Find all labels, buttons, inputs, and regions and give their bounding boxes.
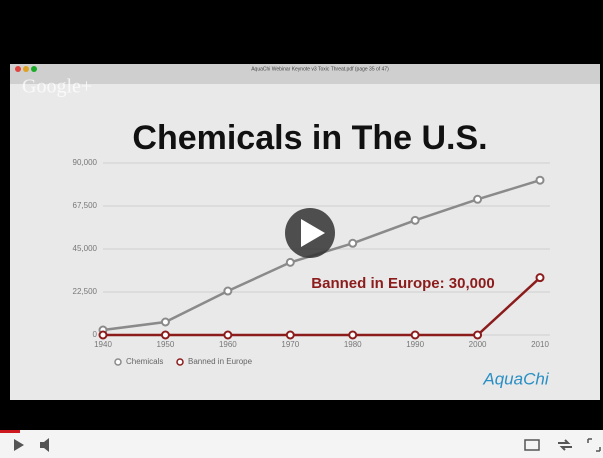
legend-label: Chemicals: [126, 357, 163, 366]
y-tick-label: 67,500: [73, 201, 98, 210]
data-point: [100, 332, 107, 339]
watermark: Google+: [22, 76, 92, 98]
x-tick-label: 1990: [406, 340, 424, 349]
x-tick-label: 2000: [469, 340, 487, 349]
y-tick-label: 0: [93, 330, 98, 339]
data-point: [474, 196, 481, 203]
x-tick-label: 1960: [219, 340, 237, 349]
annotation: Banned in Europe: 30,000: [311, 275, 494, 292]
control-bar: [0, 430, 603, 458]
x-tick-label: 1950: [157, 340, 175, 349]
legend-marker: [115, 359, 121, 365]
data-point: [349, 240, 356, 247]
data-point: [412, 217, 419, 224]
data-point: [537, 177, 544, 184]
progress-bar[interactable]: [0, 430, 20, 433]
data-point: [224, 332, 231, 339]
window-zoom: [31, 66, 37, 72]
legend-label: Banned in Europe: [188, 357, 253, 366]
play-button[interactable]: [285, 208, 335, 258]
x-tick-label: 1980: [344, 340, 362, 349]
chart-title: Chemicals in The U.S.: [132, 119, 487, 157]
data-point: [537, 274, 544, 281]
y-tick-label: 90,000: [73, 158, 98, 167]
data-point: [162, 332, 169, 339]
x-tick-label: 1970: [281, 340, 299, 349]
legend-marker: [177, 359, 183, 365]
window-close: [15, 66, 21, 72]
data-point: [287, 332, 294, 339]
data-point: [224, 288, 231, 295]
video-player: AquaChi Webinar Keynote v3 Toxic Threat.…: [0, 0, 603, 458]
x-tick-label: 2010: [531, 340, 549, 349]
data-point: [162, 319, 169, 326]
y-tick-label: 45,000: [73, 244, 98, 253]
data-point: [412, 332, 419, 339]
data-point: [349, 332, 356, 339]
page: AquaChi Webinar Keynote v3 Toxic Threat.…: [0, 0, 603, 458]
logo: AquaChi: [482, 369, 549, 388]
window-title: AquaChi Webinar Keynote v3 Toxic Threat.…: [251, 66, 389, 72]
data-point: [287, 259, 294, 266]
x-tick-label: 1940: [94, 340, 112, 349]
y-tick-label: 22,500: [73, 287, 98, 296]
data-point: [474, 332, 481, 339]
window-minimize: [23, 66, 29, 72]
